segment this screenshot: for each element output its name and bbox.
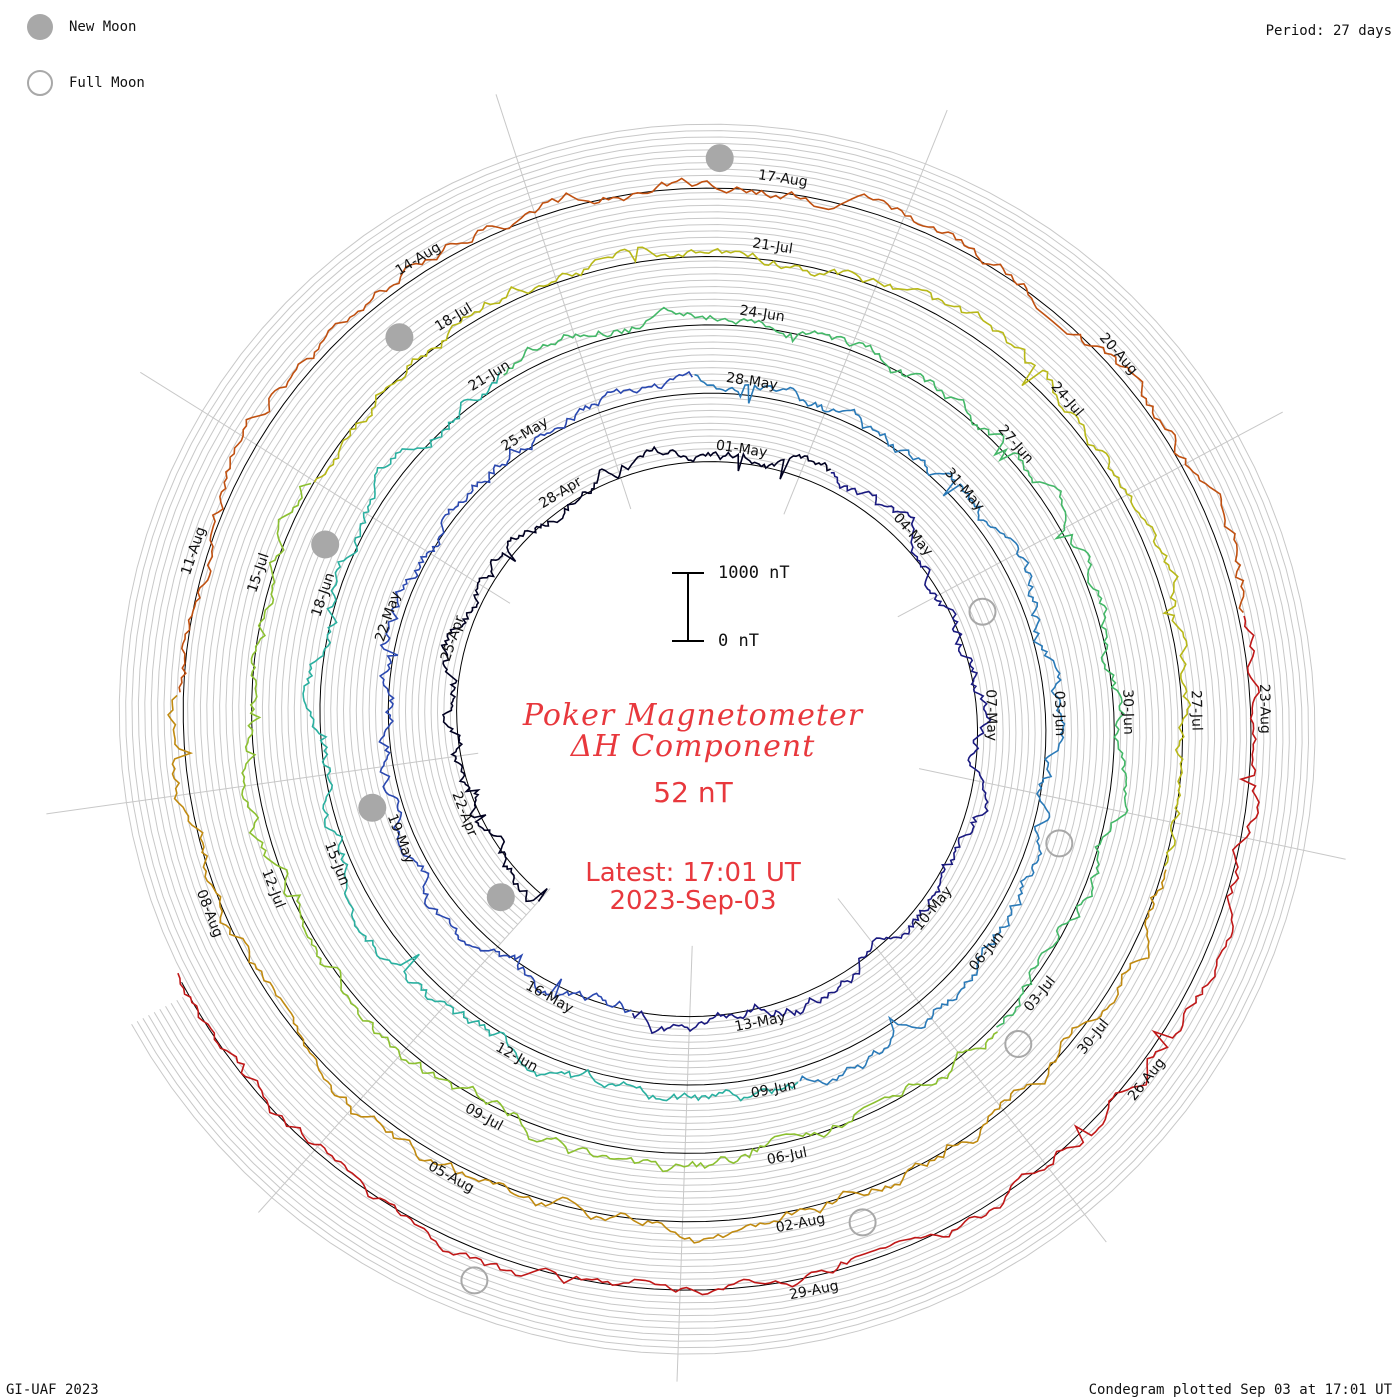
radial-spoke xyxy=(258,888,551,1213)
date-label: 16-May xyxy=(523,978,576,1017)
new-moon-marker xyxy=(358,793,387,822)
baseline-spiral xyxy=(181,187,1252,1291)
radial-spoke xyxy=(676,945,693,1382)
date-label: 09-Jun xyxy=(750,1077,798,1102)
full-moon-label: Full Moon xyxy=(69,75,145,91)
grid-line xyxy=(137,142,1297,1336)
full-moon-marker xyxy=(460,1266,489,1295)
grid-line xyxy=(150,155,1284,1323)
date-label: 27-Jul xyxy=(1188,690,1205,731)
trace-segment xyxy=(167,694,1167,1244)
grid-line xyxy=(118,123,1316,1355)
grid-line xyxy=(144,149,1290,1329)
trace-segment xyxy=(241,482,998,1173)
date-label: 24-Jun xyxy=(738,303,785,326)
new-moon-marker xyxy=(705,144,734,173)
date-label: 24-Jul xyxy=(1048,379,1087,420)
legend-full-moon: Full Moon xyxy=(27,70,145,96)
new-moon-icon xyxy=(27,14,53,40)
radial-spoke xyxy=(918,768,1346,860)
spiral-grid xyxy=(118,123,1316,1355)
radial-spoke xyxy=(837,898,1107,1243)
radial-spoke xyxy=(46,752,479,815)
date-label: 01-May xyxy=(715,437,769,461)
grid-line xyxy=(125,130,1310,1349)
grid-line xyxy=(163,168,1271,1310)
grid-line xyxy=(157,161,1278,1317)
latest-time: Latest: 17:01 UT xyxy=(585,858,801,888)
date-label: 25-Apr xyxy=(438,614,468,664)
trace-segment xyxy=(440,445,832,903)
radial-spokes xyxy=(46,94,1346,1382)
date-label: 06-Jul xyxy=(766,1145,809,1169)
full-moon-marker xyxy=(968,597,997,626)
baseline xyxy=(181,187,1252,1291)
new-moon-marker xyxy=(385,323,414,352)
date-label: 30-Jul xyxy=(1074,1016,1112,1058)
date-label: 07-May xyxy=(982,689,999,741)
chart-title: Poker Magnetometer xyxy=(522,698,864,733)
legend-new-moon: New Moon xyxy=(27,14,136,40)
trace-segment xyxy=(503,306,1129,1028)
current-value: 52 nT xyxy=(653,776,733,809)
date-label: 29-Aug xyxy=(788,1278,840,1303)
full-moon-icon xyxy=(27,70,53,96)
scale-bar xyxy=(672,572,704,642)
period-label: Period: 27 days xyxy=(1265,23,1392,39)
latest-date: 2023-Sep-03 xyxy=(609,886,777,916)
trace-segment xyxy=(631,471,992,1035)
plotted-label: Condegram plotted Sep 03 at 17:01 UT xyxy=(1088,1382,1392,1398)
date-label: 13-May xyxy=(733,1009,787,1035)
chart-subtitle: ΔH Component xyxy=(570,729,816,764)
radial-spoke xyxy=(897,411,1283,618)
date-label: 23-Aug xyxy=(1256,684,1273,734)
new-moon-marker xyxy=(311,530,340,559)
trace-segment xyxy=(378,370,693,1014)
full-moon-marker xyxy=(1045,829,1074,858)
new-moon-marker xyxy=(486,883,515,912)
full-moon-marker xyxy=(848,1208,877,1237)
scale-bottom-label: 0 nT xyxy=(718,631,759,651)
trace-segment xyxy=(302,372,799,1102)
credit-label: GI-UAF 2023 xyxy=(6,1382,99,1398)
date-label: 28-May xyxy=(725,370,779,394)
trace-segment xyxy=(178,177,1245,693)
trace-segment xyxy=(313,246,1192,867)
new-moon-label: New Moon xyxy=(69,19,137,35)
trace-segment xyxy=(177,615,1260,1296)
date-label: 11-Aug xyxy=(178,525,209,577)
trace-segment xyxy=(694,373,1066,1086)
date-label: 02-Aug xyxy=(774,1211,826,1236)
date-label: 30-Jun xyxy=(1119,689,1136,735)
date-label: 21-Jul xyxy=(751,235,794,257)
magnetometer-traces xyxy=(167,177,1260,1296)
radial-spoke xyxy=(140,371,511,604)
grid-line xyxy=(131,136,1303,1342)
date-label: 17-Aug xyxy=(757,167,809,190)
date-label: 22-May xyxy=(372,590,404,644)
moon-markers xyxy=(311,144,1074,1295)
radial-spoke xyxy=(783,109,948,515)
full-moon-marker xyxy=(1004,1030,1033,1058)
scale-top-label: 1000 nT xyxy=(718,563,790,583)
date-label: 03-Jul xyxy=(1021,973,1059,1015)
date-label: 03-Jun xyxy=(1051,691,1068,737)
radial-spoke xyxy=(495,94,632,510)
